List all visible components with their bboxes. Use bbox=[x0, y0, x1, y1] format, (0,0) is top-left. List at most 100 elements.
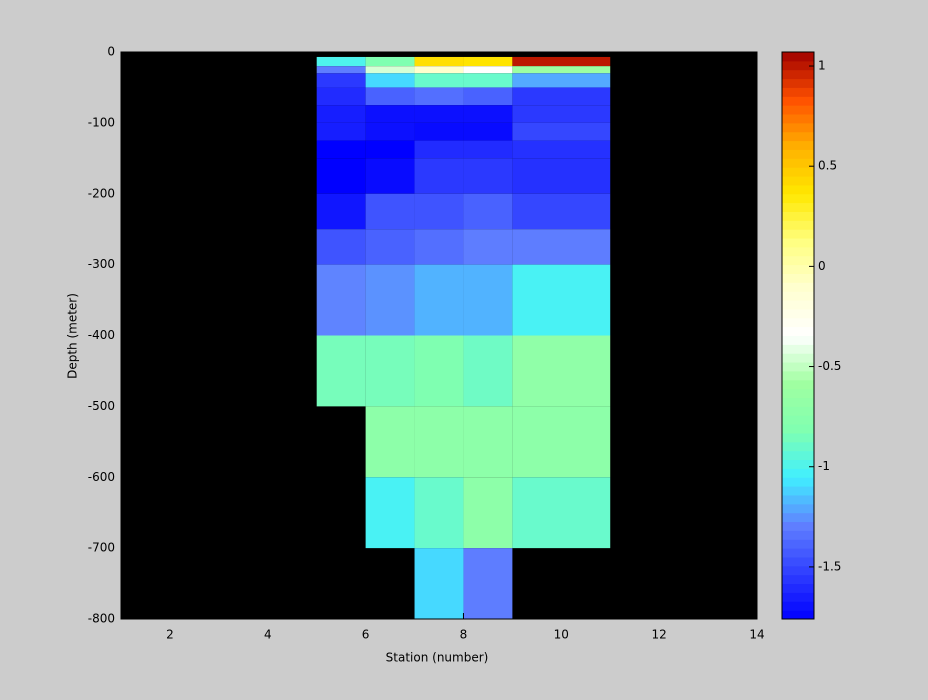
heatmap-cell bbox=[512, 229, 611, 265]
heatmap-cell bbox=[463, 193, 513, 230]
heatmap-cell bbox=[512, 66, 611, 74]
heatmap-cell bbox=[463, 56, 513, 67]
colorbar-band bbox=[782, 486, 814, 496]
heatmap-cell bbox=[414, 105, 464, 123]
heatmap-cell bbox=[463, 87, 513, 106]
x-tick-label: 6 bbox=[362, 628, 370, 642]
heatmap-cell bbox=[316, 335, 366, 407]
heatmap-cell bbox=[512, 477, 611, 549]
colorbar-band bbox=[782, 52, 814, 62]
colorbar-tick-label: -1 bbox=[818, 459, 830, 473]
heatmap-cell bbox=[463, 477, 513, 549]
colorbar-band bbox=[782, 122, 814, 133]
colorbar-band bbox=[782, 503, 814, 514]
heatmap-cell bbox=[365, 66, 415, 74]
colorbar-band bbox=[782, 459, 814, 469]
colorbar-band bbox=[782, 397, 814, 407]
colorbar-band bbox=[782, 362, 814, 372]
colorbar-band bbox=[782, 158, 814, 168]
colorbar-frame bbox=[781, 51, 815, 620]
heatmap-cell bbox=[414, 335, 464, 407]
colorbar-tick-label: -1.5 bbox=[818, 559, 841, 573]
colorbar-band bbox=[782, 238, 814, 248]
x-tick-label: 2 bbox=[166, 628, 174, 642]
colorbar-band bbox=[782, 140, 814, 150]
colorbar-band bbox=[782, 193, 814, 204]
heatmap-cell bbox=[414, 229, 464, 265]
heatmap-cell bbox=[512, 158, 611, 194]
heatmap-cell bbox=[316, 66, 366, 74]
heatmap-cell bbox=[414, 66, 464, 74]
heatmap-cell bbox=[512, 87, 611, 106]
colorbar-band bbox=[782, 441, 814, 452]
colorbar-band bbox=[782, 370, 814, 381]
colorbar-band bbox=[782, 477, 814, 487]
colorbar-band bbox=[782, 450, 814, 461]
colorbar-band bbox=[782, 468, 814, 478]
heatmap-cell bbox=[365, 56, 415, 67]
colorbar-band bbox=[782, 335, 814, 345]
colorbar-band bbox=[782, 96, 814, 106]
colorbar-tick-label: 1 bbox=[818, 59, 826, 73]
heatmap-cell bbox=[463, 105, 513, 123]
heatmap-cell bbox=[316, 122, 366, 141]
heatmap-cell bbox=[463, 158, 513, 194]
heatmap-cell bbox=[414, 140, 464, 159]
heatmap-cell bbox=[365, 406, 415, 478]
colorbar-band bbox=[782, 574, 814, 585]
heatmap-cell bbox=[512, 56, 611, 67]
colorbar-band bbox=[782, 326, 814, 336]
heatmap-cell bbox=[414, 193, 464, 230]
y-tick-label: -500 bbox=[88, 399, 115, 413]
y-axis-label: Depth (meter) bbox=[66, 293, 80, 379]
heatmap-cell bbox=[365, 87, 415, 106]
colorbar-tick-label: 0.5 bbox=[818, 159, 837, 173]
heatmap-cell bbox=[365, 158, 415, 194]
colorbar-band bbox=[782, 202, 814, 212]
colorbar-band bbox=[782, 548, 814, 558]
heatmap-cell bbox=[316, 193, 366, 230]
heatmap-cell bbox=[414, 158, 464, 194]
colorbar-band bbox=[782, 291, 814, 301]
heatmap-cell bbox=[414, 406, 464, 478]
colorbar-band bbox=[782, 565, 814, 576]
colorbar-band bbox=[782, 255, 814, 266]
heatmap-cell bbox=[316, 105, 366, 123]
heatmap-cell bbox=[463, 73, 513, 88]
heatmap-cell bbox=[365, 73, 415, 88]
heatmap-cell bbox=[414, 264, 464, 336]
heatmap-cell bbox=[316, 140, 366, 159]
heatmap-cell bbox=[365, 193, 415, 230]
heatmap-cell bbox=[414, 87, 464, 106]
x-tick-label: 12 bbox=[652, 628, 667, 642]
colorbar-band bbox=[782, 406, 814, 416]
colorbar-band bbox=[782, 344, 814, 354]
colorbar-band bbox=[782, 521, 814, 531]
heatmap-cell bbox=[512, 264, 611, 336]
x-axis-label: Station (number) bbox=[386, 651, 489, 665]
heatmap-cell bbox=[512, 140, 611, 159]
heatmap-cell bbox=[316, 229, 366, 265]
colorbar-band bbox=[782, 556, 814, 567]
colorbar-band bbox=[782, 494, 814, 505]
colorbar-band bbox=[782, 388, 814, 399]
y-tick-label: -400 bbox=[88, 328, 115, 342]
colorbar-band bbox=[782, 167, 814, 177]
heatmap-cell bbox=[512, 335, 611, 407]
heatmap-cell bbox=[463, 229, 513, 265]
colorbar-band bbox=[782, 317, 814, 328]
colorbar-band bbox=[782, 114, 814, 124]
colorbar-band bbox=[782, 282, 814, 292]
colorbar-tick-label: -0.5 bbox=[818, 359, 841, 373]
heatmap-cell bbox=[463, 548, 513, 619]
colorbar-band bbox=[782, 539, 814, 549]
y-tick-label: -100 bbox=[88, 115, 115, 129]
colorbar-band bbox=[782, 308, 814, 319]
colorbar-band bbox=[782, 424, 814, 434]
x-tick-label: 8 bbox=[460, 628, 468, 642]
heatmap-cell bbox=[316, 87, 366, 106]
heatmap-cell bbox=[316, 73, 366, 88]
heatmap-cell bbox=[365, 335, 415, 407]
